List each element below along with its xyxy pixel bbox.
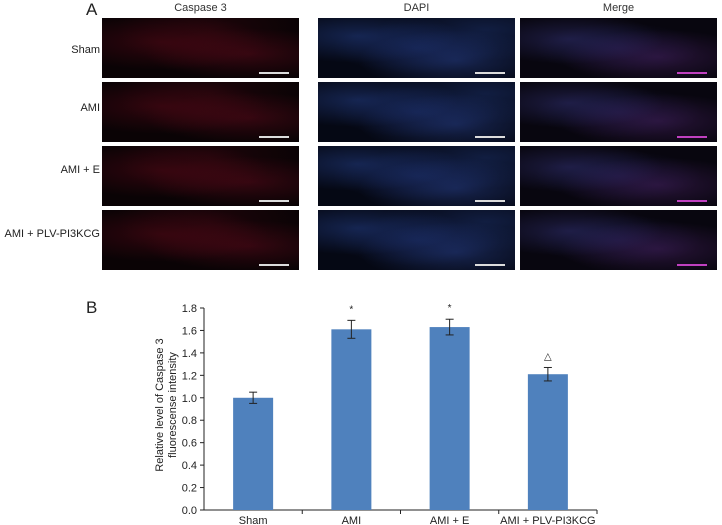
y-tick-label: 0.0 [182, 505, 197, 517]
row-label-sham: Sham [71, 44, 100, 56]
micrograph-sham-merge [520, 18, 717, 78]
bar [233, 397, 274, 510]
scale-bar [259, 200, 289, 202]
row-label-ami: AMI [80, 102, 100, 114]
micrograph-sham-caspase3 [102, 18, 299, 78]
panel-a-letter: A [86, 0, 98, 19]
column-header-merge: Merge [602, 2, 635, 14]
micrograph-ami-e-dapi [318, 146, 515, 206]
significance-marker: △ [544, 351, 552, 362]
row-label-ami-e: AMI + E [60, 164, 100, 176]
micrograph-sham-dapi [318, 18, 515, 78]
micrograph-ami-plv-merge [520, 210, 717, 270]
micrograph-ami-caspase3 [102, 82, 299, 142]
micrograph-ami-plv-dapi [318, 210, 515, 270]
y-tick-label: 1.6 [182, 325, 197, 337]
micrograph-ami-e-caspase3 [102, 146, 299, 206]
scale-bar [677, 72, 707, 74]
scale-bar [475, 72, 505, 74]
scale-bar [259, 264, 289, 266]
y-axis-label-line: fluorescense intensity [167, 352, 179, 458]
scale-bar [259, 72, 289, 74]
y-tick-label: 0.2 [182, 483, 197, 495]
y-axis-label-line: Relative level of Caspase 3 [154, 338, 166, 471]
scale-bar [475, 200, 505, 202]
bar [429, 327, 470, 510]
scale-bar [677, 264, 707, 266]
y-tick-label: 0.6 [182, 438, 197, 450]
micrograph-ami-e-merge [520, 146, 717, 206]
micrograph-ami-merge [520, 82, 717, 142]
column-header-caspase3: Caspase 3 [174, 2, 227, 14]
significance-marker: * [448, 303, 452, 314]
scale-bar [677, 136, 707, 138]
y-tick-label: 0.4 [182, 460, 197, 472]
scale-bar [677, 200, 707, 202]
y-tick-label: 1.2 [182, 370, 197, 382]
y-tick-label: 0.8 [182, 415, 197, 427]
x-tick-label: AMI [342, 515, 362, 525]
y-tick-label: 1.8 [182, 303, 197, 315]
panel-b-letter: B [86, 298, 98, 317]
micrograph-ami-dapi [318, 82, 515, 142]
row-label-ami-plv: AMI + PLV-PI3KCG [4, 228, 100, 240]
y-tick-label: 1.4 [182, 348, 197, 360]
bar [331, 329, 372, 510]
bar [527, 374, 568, 510]
x-tick-label: Sham [239, 515, 268, 525]
micrograph-ami-plv-caspase3 [102, 210, 299, 270]
scale-bar [475, 136, 505, 138]
column-header-dapi: DAPI [403, 2, 430, 14]
significance-marker: * [349, 304, 353, 315]
scale-bar [259, 136, 289, 138]
scale-bar [475, 264, 505, 266]
y-axis-label: Relative level of Caspase 3fluorescense … [154, 338, 179, 471]
y-tick-label: 1.0 [182, 393, 197, 405]
x-tick-label: AMI + E [430, 515, 469, 525]
x-tick-label: AMI + PLV-PI3KCG [500, 515, 595, 525]
